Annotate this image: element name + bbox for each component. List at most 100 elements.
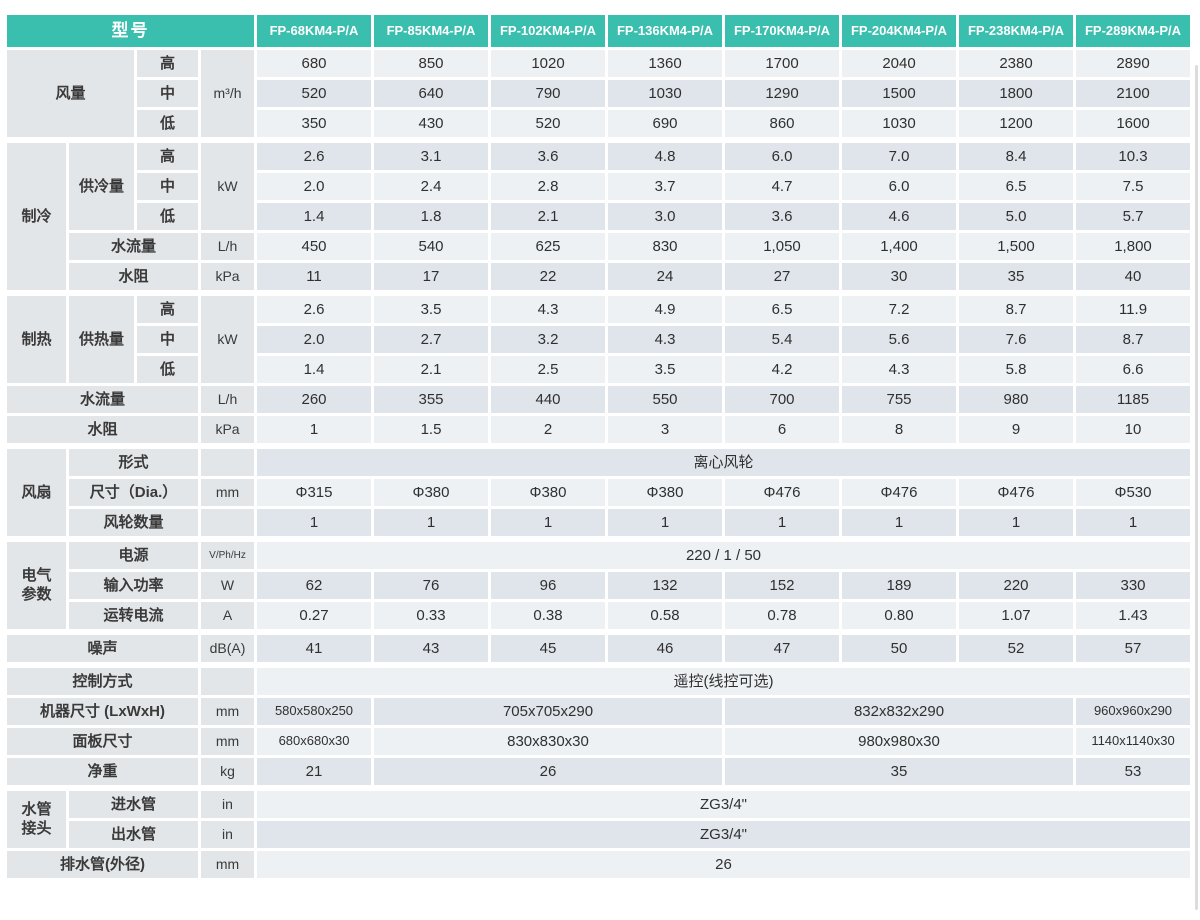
cell: 450 <box>254 230 374 263</box>
cell: 6.0 <box>839 170 959 203</box>
cell: 1030 <box>605 77 725 110</box>
cell: 17 <box>371 260 491 295</box>
cell: 330 <box>1073 569 1193 602</box>
row-current: 运转电流 A 0.27 0.33 0.38 0.58 0.78 0.80 1.0… <box>6 599 1193 634</box>
unit-in: in <box>198 818 257 851</box>
model-name: FP-68KM4-P/A <box>254 12 374 50</box>
cell: 9 <box>956 413 1076 448</box>
cell: 57 <box>1073 629 1193 667</box>
cell: 35 <box>956 260 1076 295</box>
cell: 2.0 <box>254 323 374 356</box>
cell: 430 <box>371 107 491 142</box>
label-drain: 排水管(外径) <box>4 848 201 881</box>
cell: 960x960x290 <box>1073 695 1193 728</box>
cell: 6.5 <box>722 290 842 326</box>
cell: 1 <box>956 506 1076 541</box>
unit-none <box>198 662 257 698</box>
unit-lh: L/h <box>198 230 257 263</box>
cell: 1,800 <box>1073 230 1193 263</box>
cell: 3.5 <box>605 353 725 386</box>
row-power-supply: 电气参数 电源 V/Ph/Hz 220 / 1 / 50 <box>4 536 1193 634</box>
cell: 0.38 <box>488 599 608 634</box>
label-water-res: 水阻 <box>66 260 201 295</box>
cell: 1 <box>605 506 725 541</box>
cell: 2890 <box>1073 47 1193 80</box>
cell: 2040 <box>839 47 959 80</box>
unit-air: m³/h <box>198 47 257 142</box>
cell: 24 <box>605 260 725 295</box>
model-header-label: 型号 <box>4 12 257 50</box>
label-net-weight: 净重 <box>4 755 201 790</box>
row-heat-mid: 中 2.0 2.7 3.2 4.3 5.4 5.6 7.6 8.7 <box>6 323 1193 356</box>
cell-power-supply: 220 / 1 / 50 <box>254 536 1193 572</box>
cell: 7.5 <box>1073 170 1193 203</box>
row-heat-low: 低 1.4 2.1 2.5 3.5 4.2 4.3 5.8 6.6 <box>6 353 1193 386</box>
cell-fan-type: 离心风轮 <box>254 443 1193 479</box>
cell: 52 <box>956 629 1076 667</box>
row-cool-mid: 中 2.0 2.4 2.8 3.7 4.7 6.0 6.5 7.5 <box>6 170 1193 203</box>
cell: 1 <box>722 506 842 541</box>
row-heat-res: 水阻 kPa 1 1.5 2 3 6 8 9 10 <box>4 413 1193 448</box>
row-inlet: 水管接头 进水管 in ZG3/4" <box>4 785 1193 851</box>
label-heating-capacity: 供热量 <box>66 290 137 386</box>
label-pipe-text: 水管接头 <box>21 800 52 837</box>
cell: 1185 <box>1073 383 1193 416</box>
page-scrollbar[interactable] <box>1195 65 1198 910</box>
cell: 10 <box>1073 413 1193 448</box>
cell: 1,400 <box>839 230 959 263</box>
cell: 830x830x30 <box>371 725 725 758</box>
unit-none <box>198 443 257 479</box>
cell: Φ380 <box>605 476 725 509</box>
cell: 2.6 <box>254 137 374 173</box>
label-fan: 风扇 <box>4 443 69 541</box>
label-water-res: 水阻 <box>4 413 201 448</box>
row-air-low: 低 350 430 520 690 860 1030 1200 1600 <box>6 107 1193 142</box>
cell: 1 <box>839 506 959 541</box>
label-air-volume: 风量 <box>4 47 137 142</box>
model-name: FP-204KM4-P/A <box>839 12 959 50</box>
cell: 27 <box>722 260 842 295</box>
label-power: 电源 <box>66 536 201 572</box>
cell: 1 <box>1073 506 1193 541</box>
label-speed-high: 高 <box>134 47 201 80</box>
row-air-high: 风量 高 m³/h 680 850 1020 1360 1700 2040 23… <box>4 47 1193 142</box>
cell: 1800 <box>956 77 1076 110</box>
unit-in: in <box>198 785 257 821</box>
cell: 1700 <box>722 47 842 80</box>
row-panel-dim: 面板尺寸 mm 680x680x30 830x830x30 980x980x30… <box>4 725 1193 758</box>
cell: 1.43 <box>1073 599 1193 634</box>
label-speed-low: 低 <box>134 107 201 142</box>
unit-vphhz: V/Ph/Hz <box>198 536 257 572</box>
cell: 1,500 <box>956 230 1076 263</box>
cell: 96 <box>488 569 608 602</box>
cell: 47 <box>722 629 842 667</box>
cell: 45 <box>488 629 608 667</box>
label-cooling-capacity: 供冷量 <box>66 137 137 233</box>
cell: 850 <box>371 47 491 80</box>
label-control: 控制方式 <box>4 662 201 698</box>
row-net-weight: 净重 kg 21 26 35 53 <box>4 755 1193 790</box>
cell: Φ315 <box>254 476 374 509</box>
row-heat-high: 制热 供热量 高 kW 2.6 3.5 4.3 4.9 6.5 7.2 8.7 … <box>4 290 1193 386</box>
cell: 41 <box>254 629 374 667</box>
unit-kw: kW <box>198 137 257 233</box>
row-fan-dia: 尺寸（Dia.） mm Φ315 Φ380 Φ380 Φ380 Φ476 Φ47… <box>6 476 1193 509</box>
cell: 1500 <box>839 77 959 110</box>
cell: 2.8 <box>488 170 608 203</box>
row-noise: 噪声 dB(A) 41 43 45 46 47 50 52 57 <box>4 629 1193 667</box>
label-water-flow: 水流量 <box>66 230 201 263</box>
cell: 2.7 <box>371 323 491 356</box>
cell: 1 <box>254 506 374 541</box>
cell: 1 <box>254 413 374 448</box>
row-heat-flow: 水流量 L/h 260 355 440 550 700 755 980 1185 <box>4 383 1193 416</box>
cell: 3.0 <box>605 200 725 233</box>
unit-w: W <box>198 569 257 602</box>
cell: 0.58 <box>605 599 725 634</box>
cell: 5.6 <box>839 323 959 356</box>
cell: 755 <box>839 383 959 416</box>
unit-mm: mm <box>198 848 257 881</box>
row-cool-res: 水阻 kPa 11 17 22 24 27 30 35 40 <box>6 260 1193 295</box>
spec-sheet: 型号 FP-68KM4-P/A FP-85KM4-P/A FP-102KM4-P… <box>4 12 1198 910</box>
cell: 3.5 <box>371 290 491 326</box>
label-electrical-text: 电气参数 <box>21 566 52 603</box>
